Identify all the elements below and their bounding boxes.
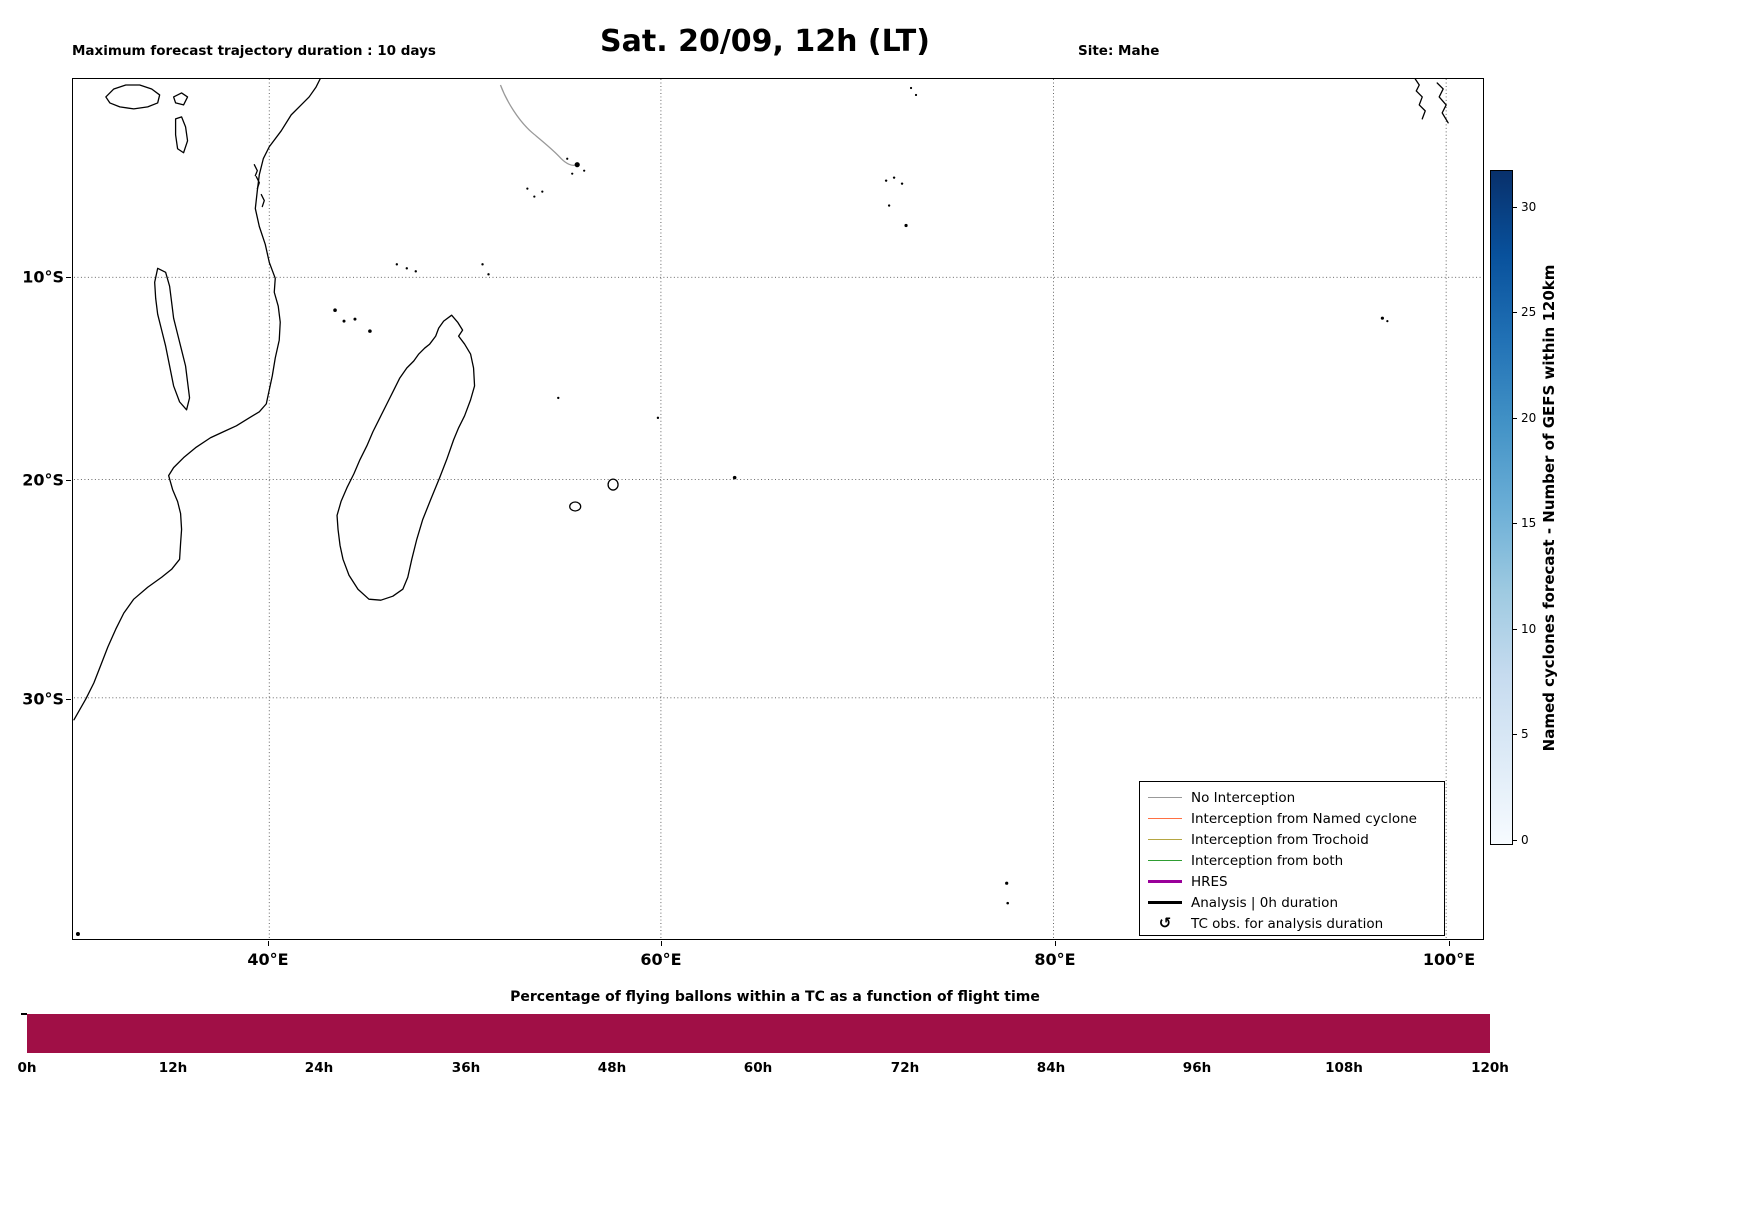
map-plot: No Interception Interception from Named … <box>72 78 1484 940</box>
colorbar-tick-label: 5 <box>1521 727 1529 741</box>
legend-label: HRES <box>1191 873 1228 890</box>
island-pemba <box>253 164 258 177</box>
lake-malawi <box>154 267 191 411</box>
bottom-tick-label-120h: 120h <box>1471 1060 1509 1076</box>
bottom-chart-title: Percentage of flying ballons within a TC… <box>510 989 1040 1005</box>
y-tick-label-10s: 10°S <box>22 267 64 287</box>
bottom-tick-label-36h: 36h <box>451 1060 481 1076</box>
bottom-tick-label-48h: 48h <box>597 1060 627 1076</box>
x-axis-tick <box>661 941 663 946</box>
coastline-madagascar <box>336 314 476 601</box>
legend-item-named-cyclone: Interception from Named cyclone <box>1148 808 1436 829</box>
colorbar-tick-label: 0 <box>1521 833 1529 847</box>
colorbar-tick <box>1513 418 1517 420</box>
lake-victoria <box>105 84 161 110</box>
bottom-tick-label-12h: 12h <box>158 1060 188 1076</box>
legend-line-sample <box>1148 839 1182 840</box>
gridlines <box>73 79 1482 938</box>
colorbar-tick-label: 25 <box>1521 305 1537 319</box>
island-mauritius <box>607 478 619 491</box>
flight-time-bar <box>27 1014 1490 1053</box>
x-tick-label-60e: 60°E <box>640 950 682 969</box>
x-tick-label-100e: 100°E <box>1422 950 1476 969</box>
legend-label: No Interception <box>1191 789 1296 806</box>
colorbar-tick <box>1513 312 1517 314</box>
y-axis-tick <box>66 277 71 279</box>
bottom-tick-label-0h: 0h <box>17 1060 37 1076</box>
colorbar-tick-label: 10 <box>1521 622 1537 636</box>
bottom-tick-label-72h: 72h <box>890 1060 920 1076</box>
tc-obs-rotation-icon: ↺ <box>1158 914 1172 932</box>
info-line-site: Site: Mahe <box>1078 43 1160 59</box>
legend-label: TC obs. for analysis duration <box>1191 915 1384 932</box>
legend-item-analysis: Analysis | 0h duration <box>1148 892 1436 913</box>
bottom-tick-label-96h: 96h <box>1182 1060 1212 1076</box>
coastlines <box>73 79 1449 721</box>
colorbar-tick <box>1513 207 1517 209</box>
island-dots <box>75 86 1389 937</box>
x-axis-tick <box>1449 941 1451 946</box>
legend-item-both: Interception from both <box>1148 850 1436 871</box>
colorbar-tick <box>1513 523 1517 525</box>
coastline-africa <box>73 79 321 721</box>
bottom-tick-label-84h: 84h <box>1036 1060 1066 1076</box>
legend-label: Interception from both <box>1191 852 1344 869</box>
legend-label: Interception from Named cyclone <box>1191 810 1417 827</box>
legend-line-sample <box>1148 860 1182 861</box>
island-mafia <box>260 193 265 208</box>
x-axis-tick <box>268 941 270 946</box>
coastline-sumatra <box>1414 79 1426 120</box>
y-tick-label-30s: 30°S <box>22 689 64 709</box>
bottom-chart-y-tick <box>21 1013 27 1015</box>
island-zanzibar <box>255 176 260 190</box>
y-tick-label-20s: 20°S <box>22 470 64 490</box>
legend-item-tc-obs: ↺ TC obs. for analysis duration <box>1148 913 1436 934</box>
bottom-tick-label-24h: 24h <box>304 1060 334 1076</box>
colorbar-tick-label: 30 <box>1521 200 1537 214</box>
map-canvas <box>73 79 1482 938</box>
site-mahe-marker <box>574 162 580 168</box>
colorbar-tick-label: 20 <box>1521 411 1537 425</box>
trajectory-no-interception <box>499 84 577 166</box>
x-axis-tick <box>1055 941 1057 946</box>
legend-line-sample <box>1148 797 1182 798</box>
figure-title: Sat. 20/09, 12h (LT) <box>600 24 930 59</box>
lake-small-1 <box>172 92 189 106</box>
legend-label: Interception from Trochoid <box>1191 831 1369 848</box>
colorbar-tick <box>1513 629 1517 631</box>
x-tick-label-40e: 40°E <box>247 950 289 969</box>
legend-item-trochoid: Interception from Trochoid <box>1148 829 1436 850</box>
info-line-max-duration: Maximum forecast trajectory duration : 1… <box>72 43 436 59</box>
y-axis-tick <box>66 480 71 482</box>
colorbar-tick <box>1513 734 1517 736</box>
colorbar-tick <box>1513 840 1517 842</box>
legend-line-sample <box>1148 818 1182 819</box>
island-reunion <box>569 501 582 512</box>
coastline-sumatra-islet <box>1436 82 1449 124</box>
colorbar-tick-label: 15 <box>1521 516 1537 530</box>
map-legend: No Interception Interception from Named … <box>1139 781 1445 936</box>
bottom-tick-label-60h: 60h <box>743 1060 773 1076</box>
x-tick-label-80e: 80°E <box>1034 950 1076 969</box>
legend-item-hres: HRES <box>1148 871 1436 892</box>
legend-line-sample <box>1148 901 1182 904</box>
colorbar <box>1490 170 1513 845</box>
bottom-tick-label-108h: 108h <box>1325 1060 1363 1076</box>
colorbar-axis-label: Named cyclones forecast - Number of GEFS… <box>1540 264 1558 752</box>
lake-small-2 <box>174 116 189 154</box>
legend-label: Analysis | 0h duration <box>1191 894 1338 911</box>
legend-line-sample <box>1148 880 1182 883</box>
legend-item-no-interception: No Interception <box>1148 787 1436 808</box>
y-axis-tick <box>66 699 71 701</box>
